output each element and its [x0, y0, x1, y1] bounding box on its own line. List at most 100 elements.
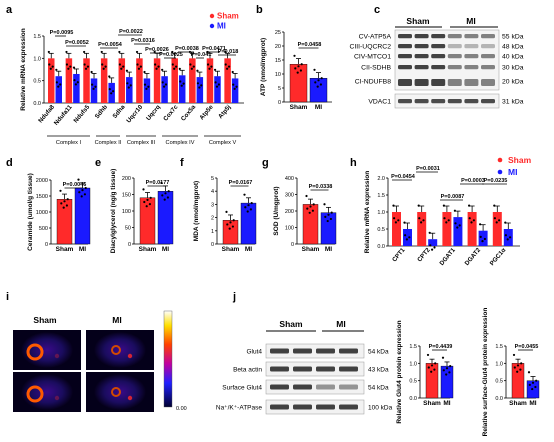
a-point: [73, 79, 76, 82]
a-group-label: Complex I: [56, 140, 82, 146]
a-point: [49, 67, 52, 70]
a-bar-ndufa11-mi: [73, 73, 80, 103]
a-point: [161, 81, 164, 84]
a-point: [125, 69, 128, 72]
c-band: [431, 44, 446, 49]
h-point: [433, 246, 436, 249]
b-y-tick-label: 20: [275, 44, 281, 50]
j2-y-tick-label: 1.0: [495, 361, 503, 367]
i-hot-spot: [127, 395, 133, 401]
d-bar-sham: [56, 198, 73, 245]
f-bar-mi: [240, 202, 257, 245]
h-pvalue: P=0.0087: [441, 194, 465, 200]
a-group-label: Complex IV: [166, 140, 195, 146]
a-point: [136, 63, 139, 66]
d-point: [66, 198, 69, 201]
e-point: [146, 198, 149, 201]
h-x-label-cpt2: CPT2: [416, 246, 432, 263]
a-y-label: Relative mRNA expression: [20, 28, 27, 111]
j1-point: [448, 371, 451, 374]
b-point: [313, 68, 316, 71]
j-kda-label: 100 kDa: [368, 405, 393, 412]
a-point: [90, 70, 93, 74]
i-hot-ring: [111, 345, 121, 355]
e-bar-sham: [139, 197, 156, 245]
j1-bar-sham: [425, 363, 439, 399]
c-band: [464, 79, 479, 86]
a-point: [104, 65, 107, 68]
f-point: [247, 204, 250, 207]
j-band: [270, 348, 289, 354]
j1-point: [427, 366, 430, 369]
c-band: [481, 79, 495, 86]
e-pvalue: P=0.0177: [146, 180, 170, 186]
j-row-label: Beta actin: [233, 367, 262, 374]
h-point: [408, 236, 411, 239]
panel-label-i: i: [6, 291, 9, 303]
a-bar-cox7c-sham: [171, 58, 178, 103]
f-y-tick-label: 5: [211, 176, 214, 182]
a-point: [164, 83, 168, 86]
a-point: [196, 69, 199, 72]
h-point: [442, 204, 445, 207]
a-point: [137, 67, 141, 70]
panel-label-a: a: [6, 4, 13, 16]
a-point: [108, 88, 111, 91]
a-point: [173, 67, 176, 70]
a-y-tick-label: 1.5: [33, 34, 41, 40]
j2-point: [527, 371, 531, 374]
h-point: [506, 238, 509, 241]
a-bar-ndufa11-sham: [65, 58, 73, 103]
c-band: [447, 79, 462, 86]
a-bar-ndufa8-mi: [55, 76, 62, 103]
j1-point: [433, 368, 436, 371]
j2-point: [520, 362, 523, 365]
h-legend-sham-label: Sham: [508, 155, 532, 165]
a-x-label-sdha: Sdha: [111, 103, 126, 120]
h-bar-pgc1α-mi: [503, 229, 513, 246]
a-point: [178, 67, 181, 71]
c-band: [447, 54, 462, 59]
a-pvalue: P=0.0471: [202, 46, 226, 52]
j2-point: [516, 370, 519, 373]
e-point: [148, 203, 151, 206]
h-point: [394, 221, 397, 224]
f-point: [231, 225, 234, 228]
a-point: [145, 87, 148, 90]
g-point: [330, 211, 333, 214]
f-x-label: Sham: [222, 246, 240, 253]
a-point: [213, 68, 217, 71]
a-point: [226, 67, 229, 70]
d-point: [59, 189, 62, 192]
h-point: [443, 217, 446, 220]
e-point: [161, 194, 164, 197]
d-point: [78, 191, 81, 194]
panel-label-c: c: [374, 4, 380, 16]
d-y-tick-label: 0: [45, 242, 48, 248]
c-band: [431, 34, 446, 39]
c-band: [431, 79, 446, 86]
c-band: [481, 65, 495, 70]
a-point: [83, 63, 86, 66]
e-point: [166, 196, 169, 199]
h-point: [447, 219, 450, 222]
f-y-tick-label: 3: [211, 202, 214, 208]
j-band: [270, 384, 289, 390]
a-point: [69, 65, 72, 68]
b-y-tick-label: 10: [275, 72, 281, 78]
j1-x-label: Sham: [423, 400, 441, 407]
a-x-label-uqcrq: Uqcrq: [145, 104, 162, 122]
j1-point: [445, 367, 449, 370]
a-point: [94, 85, 97, 88]
j1-point: [449, 365, 452, 368]
h-x-label-pgc1α: PGC1α: [489, 247, 508, 267]
j-band: [293, 384, 312, 390]
j-band: [270, 404, 289, 410]
c-row-label: CV-ATP5A: [359, 34, 392, 41]
h-x-label-dgat2: DGAT2: [464, 246, 483, 267]
j-band: [339, 404, 358, 410]
h-legend-mi-marker: [497, 169, 503, 175]
j2-point: [512, 353, 516, 357]
c-band: [414, 54, 429, 59]
